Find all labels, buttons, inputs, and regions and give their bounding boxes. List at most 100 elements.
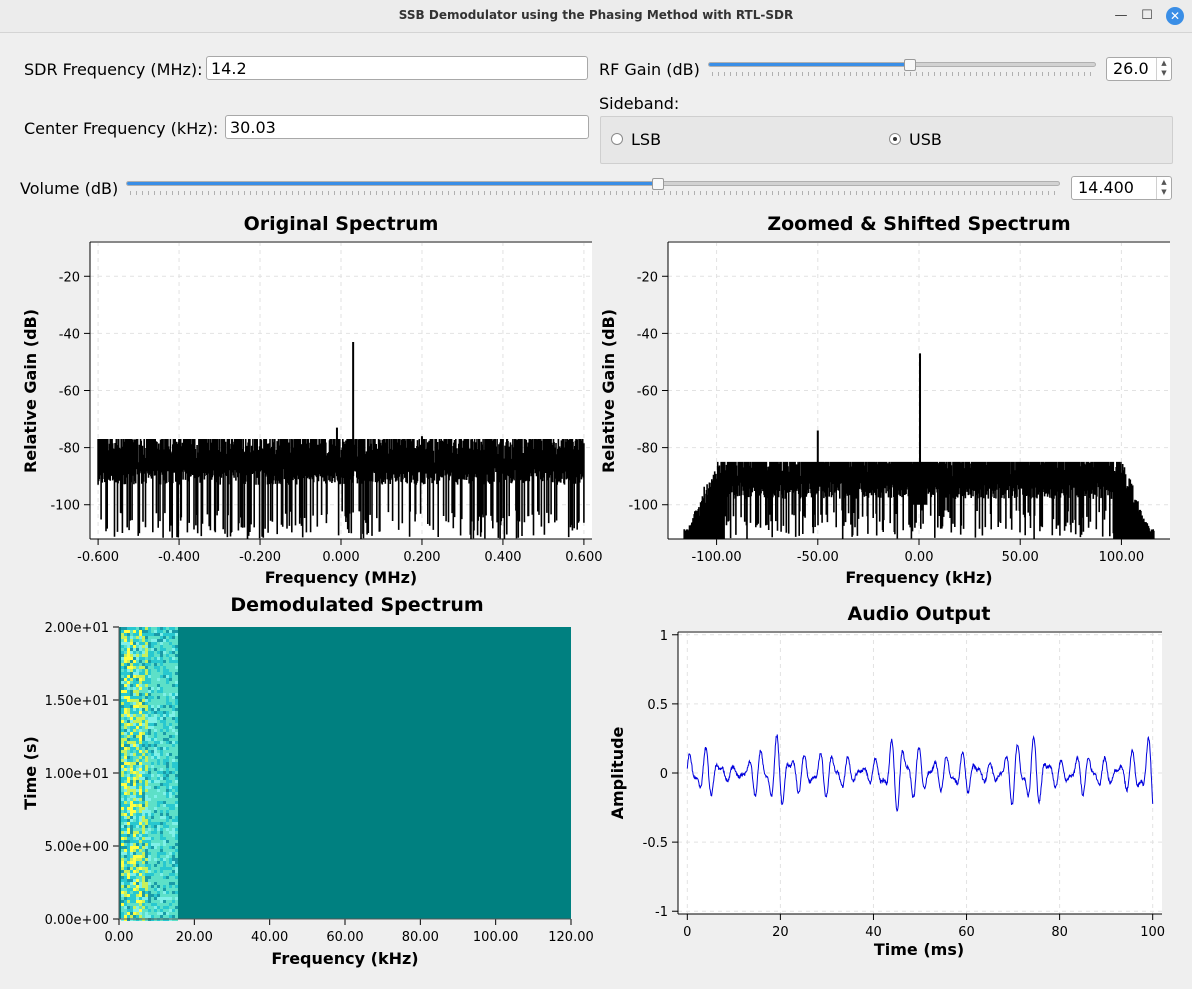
spectrogram-cell bbox=[142, 795, 145, 798]
spectrogram-cell bbox=[142, 660, 145, 663]
volume-slider-ticks bbox=[130, 191, 1056, 195]
spectrogram-cell bbox=[151, 738, 154, 741]
close-icon[interactable]: ✕ bbox=[1166, 7, 1184, 25]
spectrogram-cell bbox=[160, 639, 163, 642]
spectrogram-cell bbox=[130, 885, 133, 888]
spectrogram-cell bbox=[175, 627, 178, 630]
spectrogram-cell bbox=[148, 831, 151, 834]
sdr-frequency-label: SDR Frequency (MHz): bbox=[24, 60, 203, 79]
spectrogram-cell bbox=[133, 855, 136, 858]
spectrogram-cell bbox=[151, 843, 154, 846]
spectrogram-cell bbox=[151, 666, 154, 669]
maximize-icon[interactable]: ☐ bbox=[1141, 8, 1153, 23]
spectrogram-cell bbox=[151, 687, 154, 690]
spectrogram-cell bbox=[124, 840, 127, 843]
spectrogram-cell bbox=[148, 819, 151, 822]
spectrogram-cell bbox=[160, 801, 163, 804]
rf-gain-slider[interactable] bbox=[708, 62, 1096, 67]
spectrogram-cell bbox=[157, 804, 160, 807]
volume-slider-handle[interactable] bbox=[652, 178, 665, 190]
spectrogram-cell bbox=[175, 630, 178, 633]
usb-radio[interactable] bbox=[889, 133, 901, 145]
spectrogram-cell bbox=[124, 768, 127, 771]
spectrogram-cell bbox=[136, 846, 139, 849]
spectrogram-cell bbox=[130, 642, 133, 645]
spectrogram-cell bbox=[142, 783, 145, 786]
spectrogram-cell bbox=[169, 723, 172, 726]
spectrogram-cell bbox=[169, 648, 172, 651]
volume-spinbox[interactable]: 14.400 ▲ ▼ bbox=[1071, 176, 1172, 200]
spectrogram-cell bbox=[130, 780, 133, 783]
spectrogram-cell bbox=[139, 687, 142, 690]
spectrogram-cell bbox=[163, 663, 166, 666]
lsb-radio[interactable] bbox=[611, 133, 623, 145]
spectrogram-cell bbox=[124, 822, 127, 825]
spin-arrows-icon[interactable]: ▲ ▼ bbox=[1156, 58, 1171, 80]
minimize-icon[interactable]: — bbox=[1114, 8, 1128, 23]
spectrogram-cell bbox=[145, 876, 148, 879]
spectrogram-cell bbox=[166, 861, 169, 864]
spectrogram-cell bbox=[169, 789, 172, 792]
spectrogram-cell bbox=[154, 759, 157, 762]
spectrogram-cell bbox=[151, 825, 154, 828]
spectrogram-cell bbox=[163, 867, 166, 870]
volume-slider[interactable] bbox=[126, 181, 1060, 186]
spectrogram-cell bbox=[121, 639, 124, 642]
spectrogram-cell bbox=[139, 789, 142, 792]
spectrogram-cell bbox=[154, 711, 157, 714]
center-frequency-input[interactable]: 30.03 bbox=[225, 115, 589, 139]
spectrogram-cell bbox=[133, 687, 136, 690]
spectrogram-cell bbox=[160, 825, 163, 828]
spectrogram-cell bbox=[157, 636, 160, 639]
spectrogram-cell bbox=[130, 891, 133, 894]
spectrogram-cell bbox=[136, 786, 139, 789]
spectrogram-cell bbox=[139, 780, 142, 783]
spectrogram-cell bbox=[142, 777, 145, 780]
spectrogram-cell bbox=[169, 711, 172, 714]
rf-gain-spinbox[interactable]: 26.0 ▲ ▼ bbox=[1106, 57, 1172, 81]
spectrogram-cell bbox=[166, 705, 169, 708]
spectrogram-cell bbox=[130, 777, 133, 780]
spectrogram-cell bbox=[151, 789, 154, 792]
spectrogram-cell bbox=[148, 855, 151, 858]
spectrogram-cell bbox=[157, 726, 160, 729]
spectrogram-cell bbox=[169, 654, 172, 657]
spectrogram-cell bbox=[139, 798, 142, 801]
spectrogram-cell bbox=[166, 891, 169, 894]
spectrogram-cell bbox=[175, 861, 178, 864]
spectrogram-cell bbox=[169, 750, 172, 753]
spectrogram-cell bbox=[169, 909, 172, 912]
spectrogram-cell bbox=[151, 720, 154, 723]
spin-arrows-icon[interactable]: ▲ ▼ bbox=[1156, 177, 1171, 199]
spectrogram-cell bbox=[121, 783, 124, 786]
spectrogram-cell bbox=[163, 840, 166, 843]
spectrogram-cell bbox=[157, 828, 160, 831]
spectrogram-cell bbox=[133, 837, 136, 840]
spectrogram-cell bbox=[121, 780, 124, 783]
spectrogram-cell bbox=[145, 750, 148, 753]
spectrogram-cell bbox=[175, 810, 178, 813]
spectrogram-cell bbox=[160, 882, 163, 885]
spectrogram-cell bbox=[166, 762, 169, 765]
rf-gain-slider-handle[interactable] bbox=[903, 59, 916, 71]
spectrogram-cell bbox=[142, 708, 145, 711]
spectrogram-cell bbox=[154, 744, 157, 747]
spectrogram-cell bbox=[142, 828, 145, 831]
spectrogram-cell bbox=[136, 843, 139, 846]
spectrogram-cell bbox=[163, 888, 166, 891]
spectrogram-cell bbox=[157, 879, 160, 882]
chart-title: Demodulated Spectrum bbox=[230, 594, 483, 616]
spectrogram-cell bbox=[172, 687, 175, 690]
spectrogram-cell bbox=[169, 864, 172, 867]
spectrogram-cell bbox=[172, 756, 175, 759]
spectrogram-cell bbox=[163, 723, 166, 726]
spectrogram-cell bbox=[124, 858, 127, 861]
spectrogram-cell bbox=[166, 915, 169, 918]
spectrogram-cell bbox=[163, 768, 166, 771]
spectrogram-cell bbox=[145, 903, 148, 906]
sdr-frequency-input[interactable]: 14.2 bbox=[206, 56, 588, 80]
spectrogram-cell bbox=[157, 753, 160, 756]
spectrogram-cell bbox=[163, 726, 166, 729]
spectrogram-cell bbox=[139, 888, 142, 891]
spectrogram-cell bbox=[130, 795, 133, 798]
